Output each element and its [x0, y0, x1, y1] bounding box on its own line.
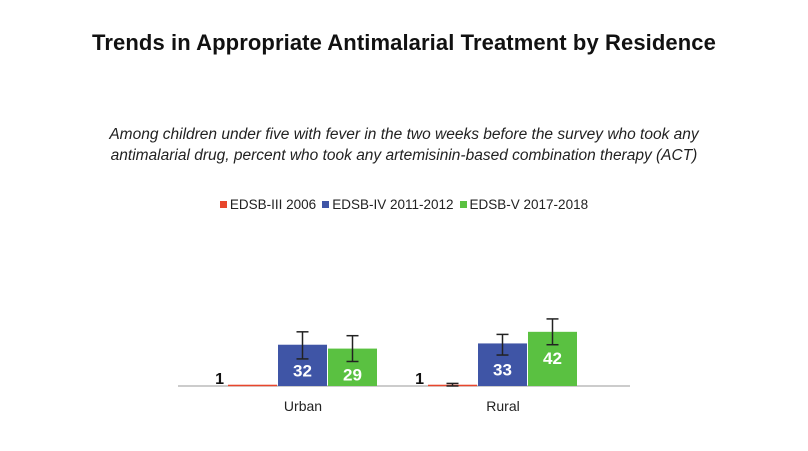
chart-subtitle: Among children under five with fever in …	[109, 126, 699, 164]
data-label-rural-series-1: 33	[493, 360, 512, 379]
legend-swatch-edsb-v	[459, 201, 467, 208]
data-label-urban-series-1: 32	[293, 362, 312, 381]
legend-item-edsb-iv: EDSB-IV 2011-2012	[322, 197, 454, 212]
data-label-urban-series-0: 1	[215, 371, 224, 388]
legend-label-edsb-v: EDSB-V 2017-2018	[469, 197, 589, 212]
legend-swatch-edsb-iii	[219, 201, 227, 208]
legend-label-edsb-iii: EDSB-III 2006	[229, 197, 317, 212]
data-label-rural-series-0: 1	[415, 371, 424, 388]
chart-title: Trends in Appropriate Antimalarial Treat…	[92, 30, 716, 55]
legend-item-edsb-iii: EDSB-III 2006	[219, 197, 317, 212]
x-tick-label-urban: Urban	[284, 398, 322, 414]
data-label-rural-series-2: 42	[543, 349, 562, 368]
bar-urban-series-0	[228, 384, 277, 387]
legend-swatch-edsb-iv	[322, 201, 330, 208]
x-tick-label-rural: Rural	[486, 398, 519, 414]
legend-label-edsb-iv: EDSB-IV 2011-2012	[332, 197, 454, 212]
chart-legend: EDSB-III 2006 EDSB-IV 2011-2012 EDSB-V 2…	[0, 197, 808, 212]
legend-item-edsb-v: EDSB-V 2017-2018	[459, 197, 589, 212]
data-label-urban-series-2: 29	[343, 366, 362, 385]
